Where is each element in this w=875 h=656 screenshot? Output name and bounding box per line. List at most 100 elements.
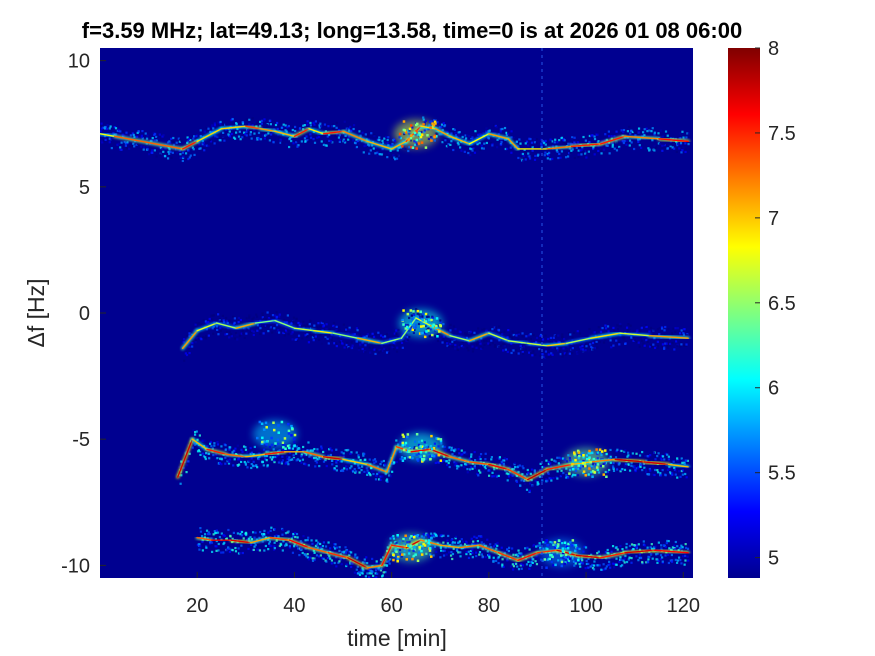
blob-speckle — [574, 458, 577, 462]
trace-speckle — [309, 124, 312, 127]
trace-speckle — [593, 331, 596, 334]
trace-speckle — [357, 454, 360, 457]
trace-speckle — [512, 138, 515, 141]
trace-speckle — [211, 447, 215, 450]
trace-core — [245, 453, 266, 458]
trace-speckle — [261, 533, 264, 536]
trace-speckle — [275, 121, 279, 125]
trace-speckle — [453, 454, 456, 458]
blob-speckle — [402, 435, 405, 438]
trace-speckle — [215, 529, 218, 532]
blob-speckle — [396, 555, 400, 559]
trace-speckle — [261, 312, 264, 315]
trace-speckle — [213, 532, 217, 535]
trace-speckle — [376, 138, 380, 141]
trace-speckle — [338, 138, 341, 142]
trace-speckle — [673, 147, 676, 150]
trace-speckle — [598, 564, 601, 567]
trace-speckle — [651, 147, 654, 150]
trace-speckle — [236, 464, 240, 467]
trace-speckle — [684, 344, 688, 347]
trace-speckle — [558, 139, 561, 142]
trace-speckle — [324, 130, 327, 133]
trace-speckle — [481, 556, 484, 559]
trace-speckle — [495, 547, 498, 550]
trace-speckle — [132, 133, 135, 137]
trace-speckle — [562, 556, 565, 559]
x-axis-label: time [min] — [347, 625, 447, 651]
trace-speckle — [351, 333, 355, 336]
trace-speckle — [424, 324, 428, 327]
trace-speckle — [554, 138, 557, 141]
trace-speckle — [526, 473, 529, 476]
trace-speckle — [208, 442, 212, 445]
trace-speckle — [334, 543, 337, 546]
trace-speckle — [377, 568, 381, 571]
trace-speckle — [483, 343, 486, 347]
trace-speckle — [343, 141, 347, 144]
trace-speckle — [330, 562, 333, 565]
trace-speckle — [216, 328, 219, 331]
blob-speckle — [565, 545, 569, 548]
trace-speckle — [547, 348, 550, 351]
trace-speckle — [563, 555, 566, 559]
trace-speckle — [407, 456, 410, 459]
trace-speckle — [646, 130, 649, 133]
trace-speckle — [439, 332, 442, 335]
trace-speckle — [249, 331, 252, 334]
trace-speckle — [605, 452, 608, 456]
trace-speckle — [577, 155, 580, 159]
trace-speckle — [237, 552, 241, 555]
trace-speckle — [639, 331, 642, 334]
trace-speckle — [679, 137, 682, 140]
trace-speckle — [319, 542, 322, 546]
blob-speckle — [416, 309, 420, 313]
trace-speckle — [433, 545, 437, 548]
trace-speckle — [510, 130, 513, 133]
trace-speckle — [567, 454, 570, 457]
trace-speckle — [371, 343, 374, 346]
trace-speckle — [548, 477, 551, 480]
trace-speckle — [287, 530, 290, 533]
trace-speckle — [648, 138, 651, 141]
blob-speckle — [437, 437, 440, 441]
trace-speckle — [172, 143, 176, 146]
trace-speckle — [338, 328, 341, 331]
trace-speckle — [342, 455, 345, 458]
trace-speckle — [636, 467, 640, 470]
trace-speckle — [243, 135, 246, 138]
trace-speckle — [391, 470, 394, 473]
trace-speckle — [248, 539, 251, 542]
trace-speckle — [605, 557, 608, 560]
trace-speckle — [389, 558, 392, 561]
trace-speckle — [362, 569, 365, 572]
trace-speckle — [564, 466, 567, 470]
trace-speckle — [684, 142, 687, 145]
trace-speckle — [240, 544, 243, 547]
trace-speckle — [447, 551, 451, 554]
trace-speckle — [623, 561, 626, 564]
trace-speckle — [541, 466, 544, 469]
trace-speckle — [406, 541, 409, 544]
trace-speckle — [117, 129, 120, 133]
trace-speckle — [581, 348, 585, 351]
trace-speckle — [498, 339, 501, 342]
trace-speckle — [226, 327, 230, 330]
y-tick-label: 5 — [79, 177, 90, 199]
trace-speckle — [562, 139, 565, 142]
trace-speckle — [574, 560, 577, 563]
trace-speckle — [444, 546, 447, 549]
trace-speckle — [421, 313, 425, 316]
trace-speckle — [213, 530, 216, 533]
trace-speckle — [464, 463, 468, 466]
trace-speckle — [347, 331, 350, 335]
trace-speckle — [392, 534, 395, 538]
trace-speckle — [656, 469, 659, 472]
trace-speckle — [607, 335, 610, 339]
trace-speckle — [306, 323, 309, 326]
trace-speckle — [613, 562, 616, 566]
trace-speckle — [649, 454, 652, 457]
trace-speckle — [316, 326, 319, 329]
trace-speckle — [125, 131, 128, 134]
trace-speckle — [524, 348, 527, 351]
